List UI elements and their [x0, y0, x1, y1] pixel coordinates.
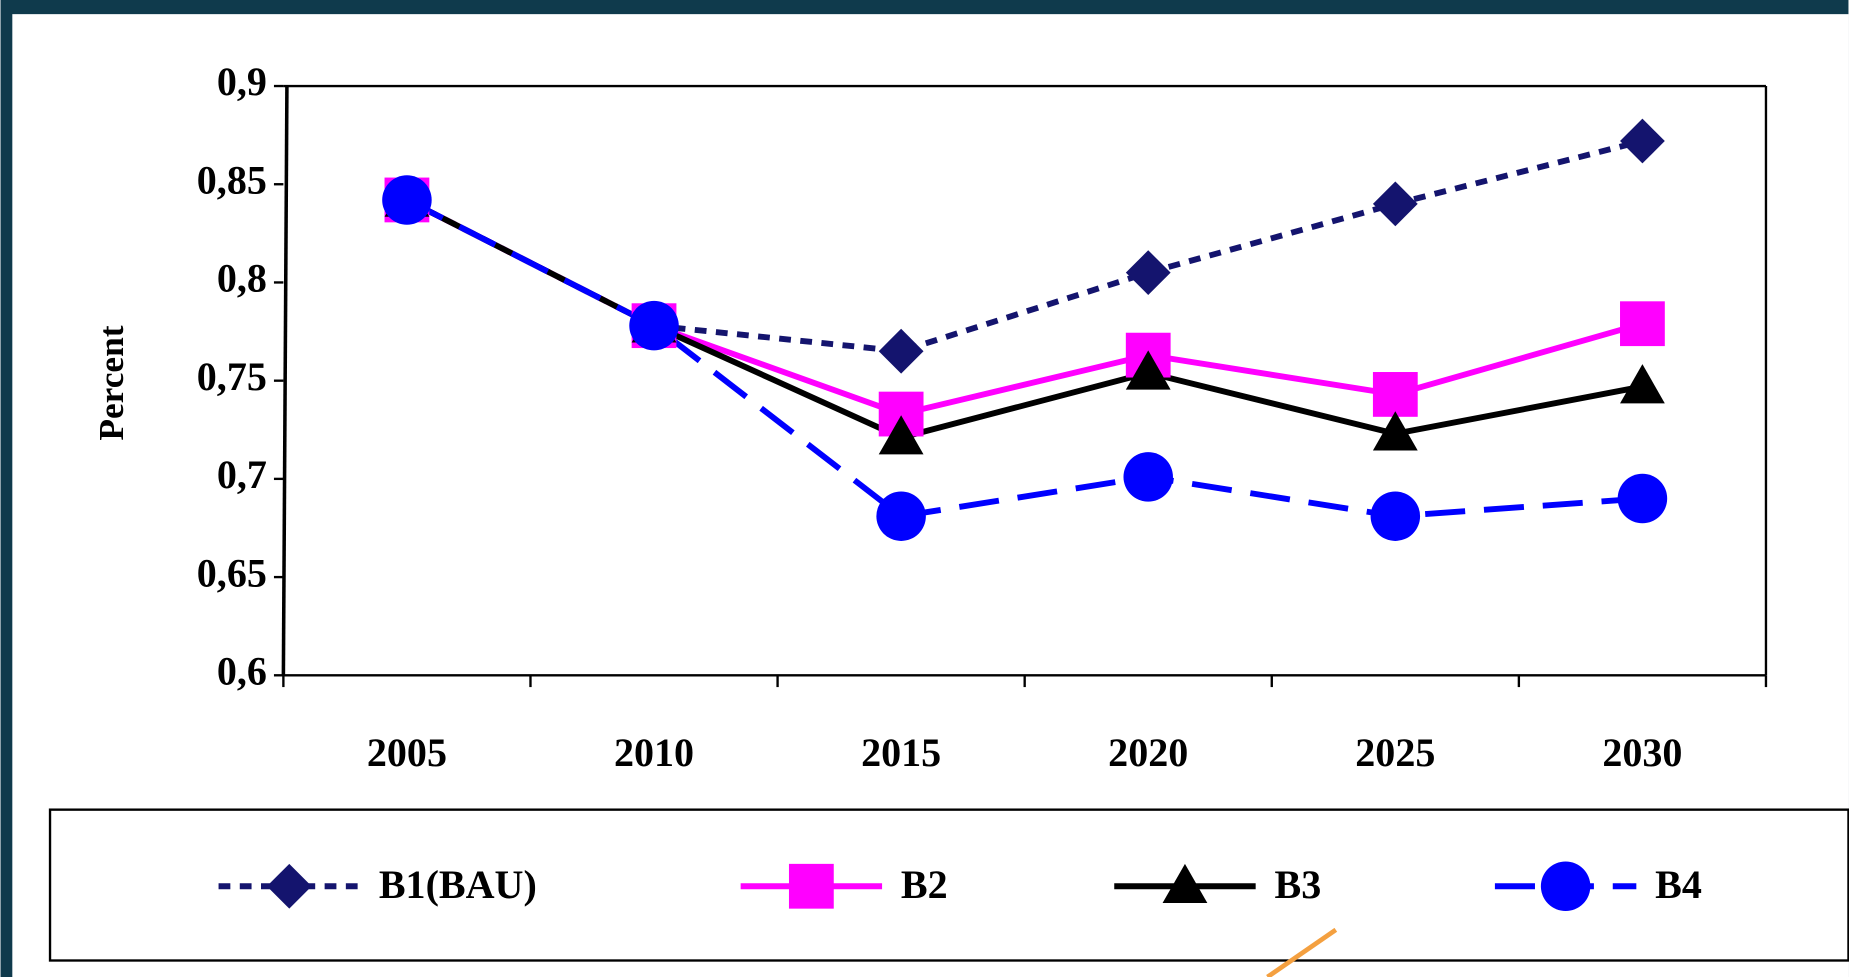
y-tick-label: 0,8 [217, 256, 267, 301]
data-point [1372, 372, 1418, 417]
legend-marker [1162, 863, 1208, 904]
legend-label: B2 [901, 862, 948, 907]
y-tick-label: 0,9 [217, 59, 267, 104]
data-point [1125, 350, 1171, 390]
series-line [405, 138, 1644, 355]
legend-marker [1540, 861, 1591, 912]
x-tick-label: 2020 [1108, 730, 1188, 775]
data-point [1620, 118, 1665, 164]
data-point [1620, 301, 1665, 347]
data-point [1620, 364, 1665, 404]
legend-label: B3 [1275, 862, 1322, 907]
x-tick-label: 2030 [1602, 730, 1682, 775]
x-tick-label: 2005 [367, 730, 447, 775]
y-tick-label: 0,7 [217, 452, 267, 497]
legend-label: B1(BAU) [379, 862, 537, 907]
y-tick-label: 0,85 [197, 157, 267, 202]
y-axis-label: Percent [91, 325, 131, 440]
legend-marker [788, 863, 834, 909]
data-point [878, 328, 924, 374]
y-tick-label: 0,75 [197, 354, 267, 399]
data-point [1372, 181, 1418, 227]
data-point [1123, 452, 1173, 502]
x-tick-label: 2025 [1355, 730, 1435, 775]
x-tick-label: 2015 [861, 730, 941, 775]
x-tick-label: 2010 [614, 730, 694, 775]
series-line [405, 197, 1643, 441]
y-tick-label: 0,6 [217, 648, 267, 693]
legend-marker [266, 863, 312, 909]
y-tick-label: 0,65 [197, 550, 267, 595]
legend-label: B4 [1655, 862, 1702, 907]
pointer-line [1266, 927, 1338, 977]
data-point [1372, 411, 1418, 451]
data-point [629, 300, 679, 351]
series-line [405, 197, 1643, 520]
data-point [1617, 473, 1668, 524]
data-point [876, 491, 926, 541]
data-point [382, 175, 432, 225]
data-point [878, 415, 924, 455]
y-axis [281, 86, 289, 676]
data-point [1370, 491, 1421, 541]
